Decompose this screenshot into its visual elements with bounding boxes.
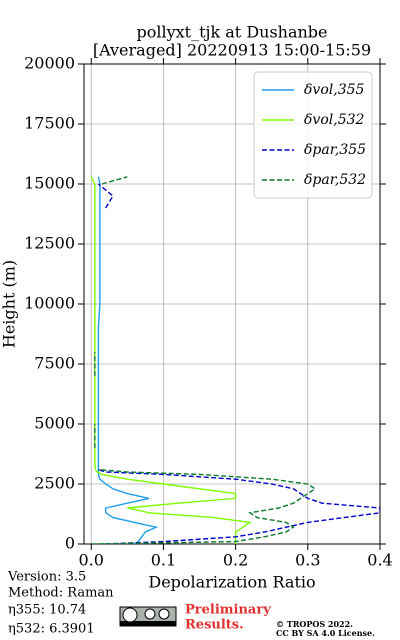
y-tick-label: 2500 bbox=[34, 474, 75, 493]
legend-box bbox=[253, 71, 373, 199]
series-line bbox=[97, 183, 380, 544]
legend-label: δvol,355 bbox=[304, 82, 365, 98]
x-tick-label: 0.0 bbox=[78, 551, 103, 570]
y-tick-label: 17500 bbox=[24, 114, 75, 133]
eta-532: η532: 6.3901 bbox=[8, 622, 95, 637]
eta-355: η355: 10.74 bbox=[8, 603, 86, 618]
x-tick-label: 0.4 bbox=[367, 551, 392, 570]
copyright: © TROPOS 2022. bbox=[276, 619, 353, 629]
legend-label: δpar,532 bbox=[304, 172, 366, 188]
method: Method: Raman bbox=[8, 586, 114, 601]
chart-title: pollyxt_tjk at Dushanbe bbox=[136, 23, 327, 42]
x-axis-label: Depolarization Ratio bbox=[148, 573, 315, 592]
y-tick-label: 5000 bbox=[34, 414, 75, 433]
y-tick-label: 10000 bbox=[24, 294, 75, 313]
plot-frame bbox=[83, 63, 381, 545]
preliminary: Preliminary bbox=[185, 603, 271, 618]
series-line bbox=[97, 176, 159, 544]
results: Results. bbox=[185, 618, 244, 633]
legend-label: δvol,532 bbox=[304, 112, 365, 128]
y-tick-label: 15000 bbox=[24, 174, 75, 193]
x-tick-label: 0.2 bbox=[223, 551, 248, 570]
y-tick-label: 12500 bbox=[24, 234, 75, 253]
cc-logo bbox=[119, 606, 177, 627]
y-axis-label: Height (m) bbox=[0, 260, 19, 348]
version: Version: 3.5 bbox=[7, 570, 86, 585]
chart-subtitle: [Averaged] 20220913 15:00-15:59 bbox=[93, 41, 371, 60]
x-tick-label: 0.3 bbox=[295, 551, 320, 570]
legend-label: δpar,355 bbox=[304, 142, 366, 158]
y-tick-label: 7500 bbox=[34, 354, 75, 373]
x-tick-label: 0.1 bbox=[151, 551, 176, 570]
license: CC BY SA 4.0 License. bbox=[276, 628, 375, 638]
y-tick-label: 20000 bbox=[24, 54, 75, 73]
series-line bbox=[91, 176, 317, 544]
y-tick-label: 0 bbox=[65, 534, 75, 553]
series-line bbox=[90, 176, 252, 544]
